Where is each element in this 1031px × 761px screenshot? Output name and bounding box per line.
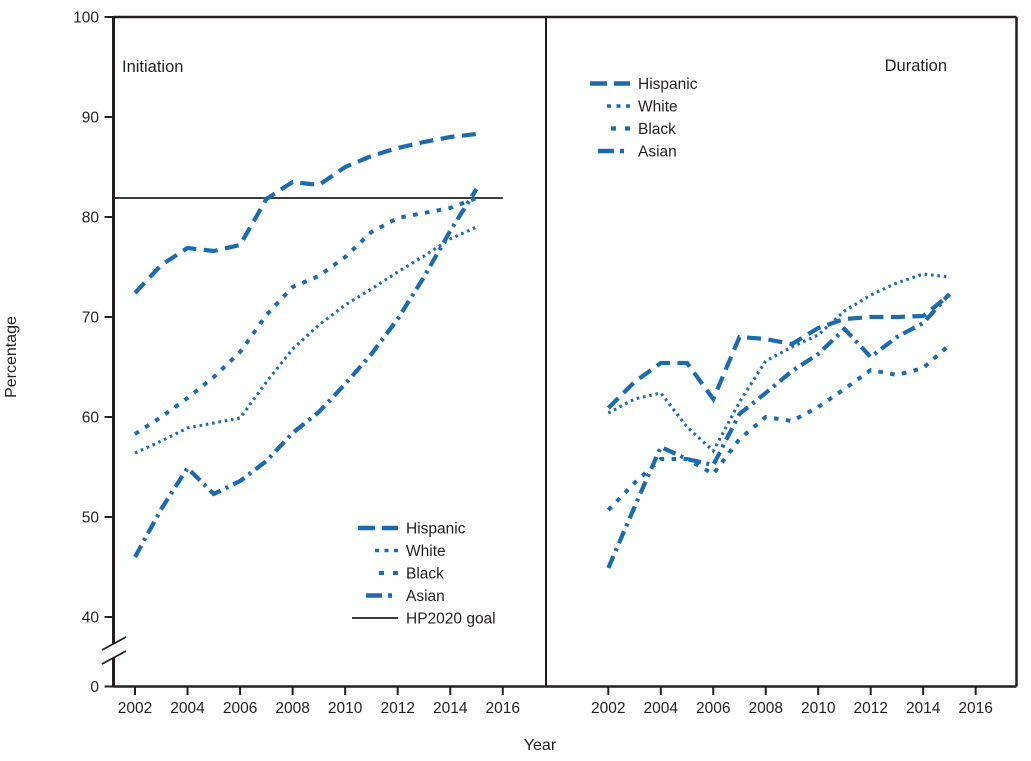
- x-tick-label: 2010: [801, 700, 836, 717]
- y-tick-label: 40: [82, 610, 100, 627]
- legend-item-black: Black: [379, 566, 444, 583]
- x-tick-label: 2004: [644, 700, 679, 717]
- x-tick-label: 2002: [591, 700, 625, 717]
- axis-break-slash: [101, 650, 127, 665]
- x-tick-label: 2002: [118, 700, 152, 717]
- x-tick-label: 2008: [748, 700, 782, 717]
- panel-duration: 2002 2004 2006 2008 2010 2012 2014 2016 Duration…: [590, 57, 993, 717]
- x-tick-label: 2016: [486, 700, 520, 717]
- y-axis-title: Percentage: [3, 316, 20, 398]
- legend-label: Hispanic: [406, 521, 466, 538]
- panel-initiation: 2002 2004 2006 2008 2010 2012 2014 2016 Initiati…: [114, 58, 520, 717]
- y-tick-label: 80: [82, 210, 100, 227]
- x-axis-title: Year: [524, 737, 557, 754]
- y-tick-label: 70: [82, 310, 100, 327]
- series-line-black-initiation: [133, 196, 478, 436]
- legend-label: HP2020 goal: [406, 611, 496, 628]
- legend-label: Asian: [406, 588, 445, 605]
- legend-item-asian: Asian: [366, 588, 445, 605]
- y-tick-label: 90: [82, 110, 100, 127]
- series-line-hispanic-duration: [606, 293, 951, 410]
- x-tick-label: 2012: [380, 700, 414, 717]
- x-tick-label: 2014: [906, 700, 941, 717]
- x-tick-label: 2016: [958, 700, 992, 717]
- series-line-hispanic-initiation: [133, 131, 477, 295]
- y-axis: 100 90 80 70 60 50 40 0: [73, 10, 114, 696]
- legend-label: White: [406, 543, 446, 560]
- x-tick-label: 2012: [853, 700, 887, 717]
- legend-item-black: Black: [611, 121, 676, 138]
- series-line-black-duration: [606, 343, 951, 512]
- y-axis-break-marks: [101, 636, 127, 665]
- x-tick-label: 2008: [275, 700, 309, 717]
- legend-label: Black: [406, 566, 444, 583]
- x-axis: 2002 2004 2006 2008 2010 2012 2014 2016: [118, 686, 520, 717]
- legend-item-asian: Asian: [598, 144, 677, 161]
- legend-item-hispanic: Hispanic: [358, 521, 466, 538]
- axis-break-slash: [101, 636, 127, 651]
- series-line-white-initiation: [134, 225, 478, 455]
- panel-title-initiation: Initiation: [122, 58, 183, 76]
- legend-item-hp2020-goal: HP2020 goal: [352, 611, 496, 628]
- x-tick-label: 2010: [328, 700, 363, 717]
- y-tick-label: 100: [73, 10, 99, 27]
- plot-frame: [112, 15, 1018, 688]
- legend-label: Hispanic: [638, 76, 698, 93]
- panel-title-duration: Duration: [885, 57, 947, 75]
- legend-label: Asian: [638, 144, 677, 161]
- series-line-asian-duration: [606, 292, 951, 569]
- legend-item-white: White: [375, 543, 446, 560]
- x-axis: 2002 2004 2006 2008 2010 2012 2014 2016: [591, 686, 993, 717]
- y-tick-label: 60: [82, 410, 100, 427]
- legend-initiation: Hispanic White Black Asian HP2020 goal: [352, 521, 496, 628]
- x-tick-label: 2004: [170, 700, 205, 717]
- legend-item-white: White: [607, 99, 678, 116]
- series-line-asian-initiation: [133, 187, 479, 559]
- x-tick-label: 2006: [696, 700, 730, 717]
- x-tick-label: 2014: [433, 700, 468, 717]
- x-tick-label: 2006: [223, 700, 257, 717]
- legend-item-hispanic: Hispanic: [590, 76, 698, 93]
- y-tick-label: 0: [90, 679, 99, 696]
- legend-label: Black: [638, 121, 676, 138]
- legend-label: White: [638, 99, 678, 116]
- y-tick-label: 50: [82, 510, 100, 527]
- legend-duration: Hispanic White Black Asian: [590, 76, 698, 161]
